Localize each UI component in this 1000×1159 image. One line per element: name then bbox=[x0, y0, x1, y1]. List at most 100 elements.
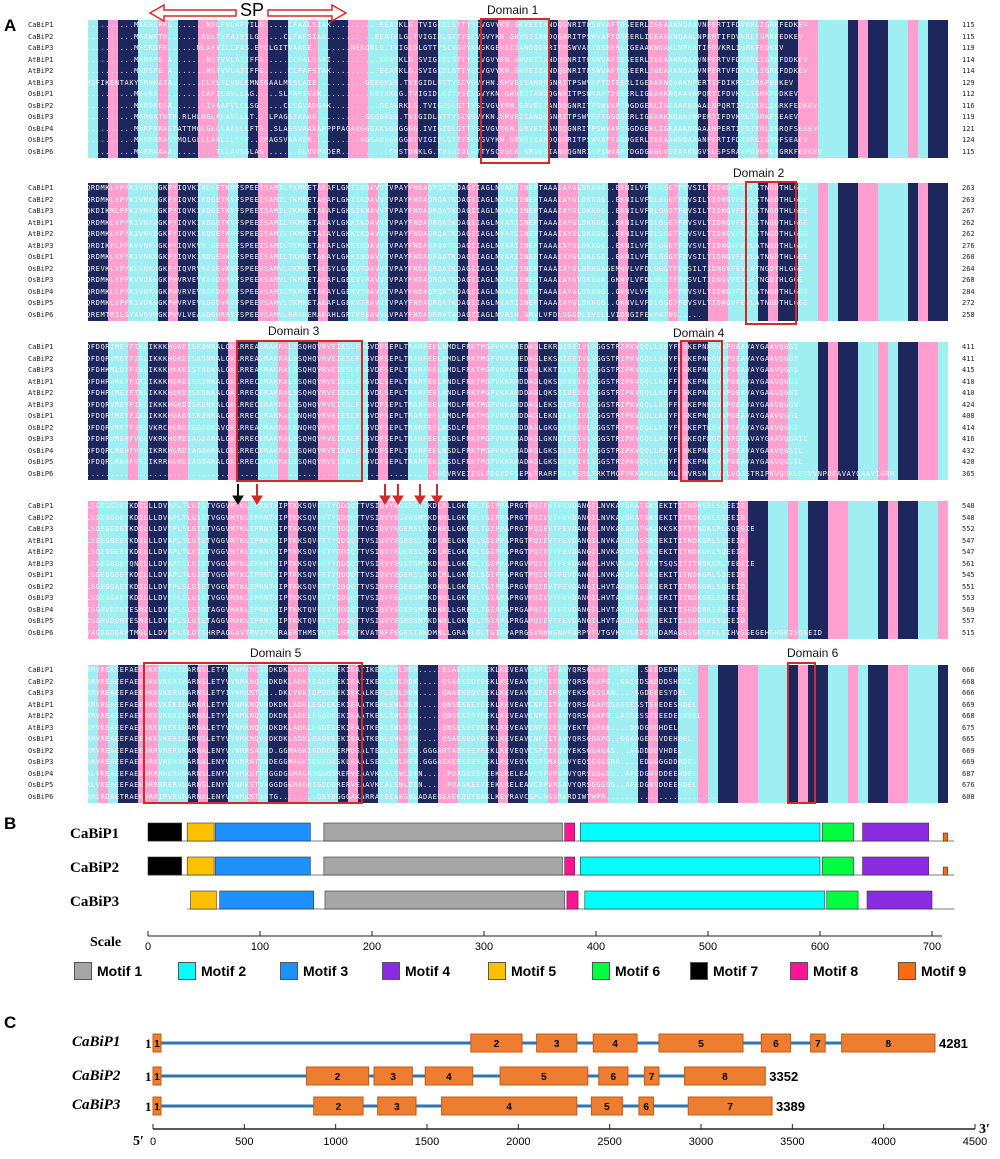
gene-axis-tick-label: 4500 bbox=[963, 1136, 987, 1148]
alignment-column-shade bbox=[708, 20, 718, 158]
alignment-row: AtBiP3 DFDQRVMEYFIKLIKKKHGKDISKDNKALGKLRR… bbox=[28, 400, 948, 412]
gene-start-label: 1 bbox=[145, 1069, 152, 1084]
alignment-column-shade bbox=[538, 183, 548, 321]
gene-length-label: 3389 bbox=[776, 1099, 805, 1114]
alignment-column-shade bbox=[758, 665, 768, 803]
alignment-row: AtBiP1 QRDMKLVPYKIVNKDGKPYIQVKIKDGETKVFSP… bbox=[28, 218, 948, 230]
motif-5-box bbox=[190, 890, 217, 910]
alignment-column-shade bbox=[498, 342, 508, 480]
exon-box bbox=[305, 1066, 370, 1086]
alignment-column-shade bbox=[928, 183, 938, 321]
motif-3-box bbox=[219, 890, 315, 910]
alignment-column-shade bbox=[688, 20, 698, 158]
exon-box bbox=[152, 1096, 162, 1116]
alignment-column-shade bbox=[878, 665, 888, 803]
alignment-column-shade bbox=[698, 342, 708, 480]
alignment-column-shade bbox=[698, 183, 708, 321]
alignment-column-shade bbox=[528, 665, 538, 803]
alignment-column-shade bbox=[298, 501, 308, 639]
alignment-row: AtBiP3 MIFIKENTAKYTRNKAIA......CLVLTLVDLE… bbox=[28, 78, 948, 90]
alignment-column-shade bbox=[128, 20, 138, 158]
alignment-column-shade bbox=[658, 501, 668, 639]
alignment-column-shade bbox=[508, 501, 518, 639]
alignment-column-shade bbox=[718, 20, 728, 158]
alignment-column-shade bbox=[808, 20, 818, 158]
sequence-end-position: 415 bbox=[962, 366, 975, 374]
alignment-column-shade bbox=[768, 501, 778, 639]
sequence-name: CaBiP3 bbox=[28, 689, 54, 697]
alignment-column-shade bbox=[308, 183, 318, 321]
alignment-column-shade bbox=[908, 342, 918, 480]
alignment-row: CaBiP3 RMVREAEEFAEEDKKVKERVDARNSLETYIYNMK… bbox=[28, 688, 948, 700]
sequence-name: CaBiP3 bbox=[28, 366, 54, 374]
legend-swatch bbox=[690, 962, 708, 980]
sequence-name: OsBiP4 bbox=[28, 605, 54, 614]
alignment-row: OsBiP2 RMVREAEEFAEEDRRVRERVDARNALENYVYNMR… bbox=[28, 746, 948, 758]
motif-2-box bbox=[580, 822, 821, 842]
gene-axis-tick-label: 1500 bbox=[415, 1136, 439, 1148]
alignment-column-shade bbox=[648, 501, 658, 639]
alignment-column-shade bbox=[238, 183, 248, 321]
alignment-column-shade bbox=[618, 183, 628, 321]
alignment-column-shade bbox=[458, 183, 468, 321]
alignment-column-shade bbox=[148, 183, 158, 321]
alignment-column-shade bbox=[248, 501, 258, 639]
sequence-end-position: 263 bbox=[962, 195, 975, 204]
sequence-end-position: 675 bbox=[962, 723, 975, 732]
alignment-column-shade bbox=[808, 501, 818, 639]
alignment-block-bg bbox=[88, 183, 948, 321]
gene-label-cabip2: CaBiP2 bbox=[70, 860, 120, 876]
sequence-residues: QREMTRILGYAVDVMGKPHVLVEAADGHRRVFSPEEVSAM… bbox=[86, 310, 703, 319]
alignment-column-shade bbox=[918, 665, 928, 803]
alignment-column-shade bbox=[588, 665, 598, 803]
alignment-column-shade bbox=[898, 501, 908, 639]
residue-arrow-black bbox=[232, 484, 244, 505]
sequence-name: CaBiP1 bbox=[28, 502, 54, 510]
alignment-column-shade bbox=[298, 183, 308, 321]
alignment-column-shade bbox=[628, 20, 638, 158]
alignment-row: OsBiP4 ..........MARFRRASTATTMQLGLLLAALLL… bbox=[28, 124, 948, 136]
sequence-residues: RMVREAEEFAEEDKKVKERIDARNSLETYVYNMKNQVSDK… bbox=[86, 735, 693, 743]
alignment-column-shade bbox=[488, 183, 498, 321]
alignment-column-shade bbox=[238, 501, 248, 639]
alignment-row: CaBiP2 QRDMKLVPYKIVNKDGKPYIQVKIKDGETKVFSP… bbox=[28, 195, 948, 207]
alignment-column-shade bbox=[728, 342, 738, 480]
alignment-column-shade bbox=[378, 183, 388, 321]
alignment-column-shade bbox=[718, 501, 728, 639]
alignment-row: OsBiP4 QRDMKLLPYKIVNRDGKPHVRVEVKGGDVRVFSP… bbox=[28, 287, 948, 299]
sequence-name: OsBiP6 bbox=[28, 792, 54, 801]
alignment-column-shade bbox=[88, 501, 98, 639]
alignment-column-shade bbox=[338, 501, 348, 639]
exon-box bbox=[377, 1096, 417, 1116]
alignment-row: AtBiP1 LSGEGGEETKDILLLDVAPLTLGIETVGGVMTKL… bbox=[28, 536, 948, 548]
sequence-residues: ..........MARSFG.A.......NSTVVLAIIFFG...… bbox=[86, 55, 809, 64]
alignment-column-shade bbox=[398, 20, 408, 158]
alignment-column-shade bbox=[868, 342, 878, 480]
alignment-row: CaBiP3 QKDIKMLPFKIVNKDGKPYIQVKIKDGETKVFSP… bbox=[28, 206, 948, 218]
sequence-end-position: 262 bbox=[962, 218, 975, 227]
sequence-end-position: 669 bbox=[962, 758, 975, 766]
legend-label: Motif 3 bbox=[303, 963, 349, 979]
sequence-end-position: 119 bbox=[962, 113, 975, 121]
exon-number: 7 bbox=[727, 1102, 733, 1113]
exon-number: 3 bbox=[394, 1102, 400, 1113]
alignment-column-shade bbox=[798, 20, 808, 158]
alignment-column-shade bbox=[818, 342, 828, 480]
alignment-column-shade bbox=[478, 183, 488, 321]
alignment-column-shade bbox=[908, 183, 918, 321]
exon-number: 3 bbox=[390, 1072, 396, 1083]
alignment-column-shade bbox=[258, 183, 268, 321]
domain-3-box bbox=[236, 340, 363, 482]
alignment-column-shade bbox=[158, 342, 168, 480]
alignment-column-shade bbox=[828, 20, 838, 158]
alignment-column-shade bbox=[768, 20, 778, 158]
domain-1-box bbox=[480, 18, 550, 164]
alignment-column-shade bbox=[488, 501, 498, 639]
alignment-column-shade bbox=[338, 665, 348, 803]
sp-left-arrow bbox=[148, 3, 237, 23]
motif-panel: 0 100 200 300 400 500 600 700 bbox=[145, 822, 955, 953]
alignment-column-shade bbox=[408, 183, 418, 321]
alignment-column-shade bbox=[918, 183, 928, 321]
alignment-row: OsBiP6 ..........MARMAAAA.........TLLAVSG… bbox=[28, 147, 948, 159]
alignment-column-shade bbox=[938, 665, 948, 803]
